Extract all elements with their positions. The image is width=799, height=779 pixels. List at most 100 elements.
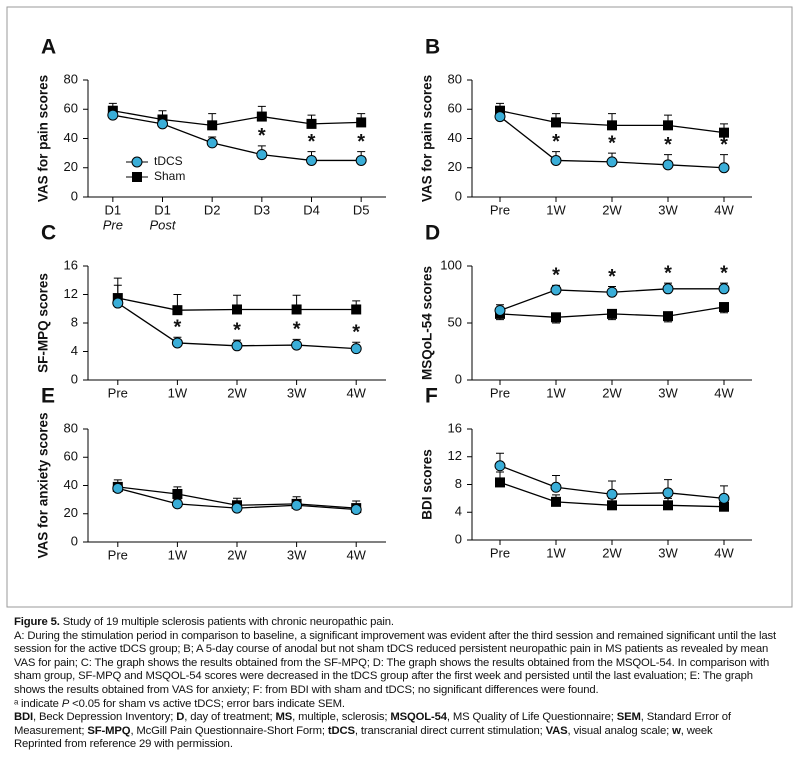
point (718, 283, 730, 295)
footnote-text: ᵃ indicate (14, 697, 62, 710)
point (231, 340, 243, 352)
x-tick-label: 3W (287, 385, 307, 400)
point (256, 149, 268, 161)
x-tick-label: 1W (546, 385, 566, 400)
y-tick-label: 0 (71, 371, 78, 386)
point (495, 477, 505, 488)
y-tick-label: 0 (455, 371, 462, 386)
x-tick-label: D1 (154, 202, 171, 217)
y-tick-label: 4 (71, 343, 78, 358)
footnote-text: P (61, 697, 70, 710)
point (291, 304, 302, 315)
abbreviation-term: SEM (616, 711, 641, 724)
y-axis-label: VAS for anxiety scores (36, 412, 51, 558)
caption-title: Figure 5. Study of 19 multiple sclerosis… (14, 616, 784, 630)
x-tick-label: 3W (658, 202, 678, 217)
point (171, 337, 183, 349)
significance-marker: * (608, 266, 616, 288)
y-tick-label: 12 (448, 448, 462, 463)
x-tick-label: D3 (254, 202, 271, 217)
abbreviation-term: MSQOL-54 (390, 711, 447, 724)
panel-label: C (41, 222, 56, 245)
point (607, 308, 617, 319)
legend-label: Sham (154, 169, 185, 183)
point (291, 499, 303, 511)
y-tick-label: 80 (448, 71, 462, 86)
y-tick-label: 60 (64, 449, 78, 464)
panel: E VAS for anxiety scores 0 20 40 60 80 Pre 1W 2W 3… (36, 385, 386, 562)
point (351, 304, 362, 315)
panel: B VAS for pain scores 0 20 40 60 80 Pre 1W 2W 3W 4W… (420, 36, 752, 217)
y-tick-label: 0 (455, 188, 462, 203)
point (607, 500, 617, 511)
y-axis-label: SF-MPQ scores (36, 273, 51, 373)
point (718, 162, 730, 174)
point (663, 500, 673, 511)
point (718, 492, 730, 504)
x-tick-label: 1W (168, 547, 188, 562)
x-tick-label: 4W (346, 385, 366, 400)
y-tick-label: 20 (64, 505, 78, 520)
point (231, 502, 243, 514)
y-tick-label: 40 (64, 477, 78, 492)
point (350, 504, 362, 516)
significance-marker: * (357, 131, 365, 153)
panel-label: D (425, 222, 440, 245)
abbreviation-definition: , transcranial direct current stimulatio… (354, 724, 546, 737)
x-tick-label: Pre (490, 202, 510, 217)
point (172, 305, 183, 316)
point (291, 339, 303, 351)
y-axis-label: MSQoL-54 scores (420, 266, 435, 380)
y-tick-label: 40 (448, 130, 462, 145)
panel: F BDI scores 0 4 8 12 16 Pre 1W 2W 3W 4W (420, 385, 752, 560)
point (607, 120, 617, 131)
x-tick-label: Pre (108, 547, 128, 562)
y-tick-label: 16 (64, 257, 78, 272)
significance-marker: * (608, 132, 616, 154)
significance-marker: * (720, 134, 728, 156)
abbreviation-term: BDI (14, 711, 34, 724)
x-tick-label: 2W (227, 547, 247, 562)
x-tick-label: D1 (105, 202, 122, 217)
x-tick-label: 4W (346, 547, 366, 562)
y-tick-label: 80 (64, 420, 78, 435)
significance-marker: * (552, 265, 560, 287)
caption-abbreviations: BDI, Beck Depression Inventory; D, day o… (14, 711, 784, 738)
x-tick-label: 3W (287, 547, 307, 562)
significance-marker: * (233, 319, 241, 341)
point (356, 117, 367, 128)
x-tick-label: 2W (227, 385, 247, 400)
abbreviation-definition: , Beck Depression Inventory; (33, 711, 177, 724)
x-tick-label: 1W (546, 202, 566, 217)
y-tick-label: 0 (71, 188, 78, 203)
x-tick-label: 4W (714, 202, 734, 217)
point (206, 137, 218, 149)
panel: D MSQoL-54 scores 0 50 100 Pre 1W 2W 3W 4W * * * * (420, 222, 752, 400)
x-tick-label: 3W (658, 385, 678, 400)
significance-marker: * (308, 131, 316, 153)
point (112, 297, 124, 309)
point (719, 302, 729, 313)
abbreviation-definition: , McGill Pain Questionnaire-Short Form; (130, 724, 328, 737)
y-axis-label: VAS for pain scores (420, 75, 435, 202)
abbreviation-term: tDCS (327, 724, 355, 737)
caption-title-text: Study of 19 multiple sclerosis patients … (59, 616, 394, 628)
series-line (112, 114, 362, 162)
abbreviation-term: SF-MPQ (87, 724, 131, 737)
point (662, 487, 674, 499)
x-tick-label: D2 (204, 202, 221, 217)
x-tick-label: Pre (490, 545, 510, 560)
caption-source: Reprinted from reference 29 with permiss… (14, 738, 233, 751)
abbreviation-term: VAS (545, 724, 568, 737)
significance-marker: * (293, 319, 301, 341)
y-tick-label: 60 (448, 101, 462, 116)
y-tick-label: 100 (440, 257, 462, 272)
legend-marker (131, 156, 143, 168)
point (306, 118, 317, 129)
y-tick-label: 0 (455, 531, 462, 546)
y-tick-label: 80 (64, 71, 78, 86)
abbreviation-term: MS (275, 711, 293, 724)
x-tick-label: 4W (714, 385, 734, 400)
panel-label: A (41, 36, 56, 59)
point (606, 156, 618, 168)
